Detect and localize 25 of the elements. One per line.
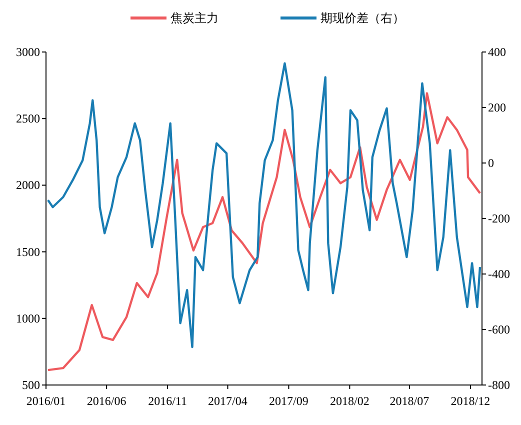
y2-tick-label: 0 [488,156,494,170]
x-tick-label: 2018/07 [390,394,430,408]
legend-label: 期现价差（右） [320,11,404,25]
x-tick-label: 2017/04 [208,394,248,408]
y-tick-label: 1000 [16,311,40,326]
y-tick-label: 2500 [16,112,40,126]
line-series [46,92,482,372]
y-tick-label: 2000 [16,178,40,192]
y2-tick-label: 200 [488,100,506,114]
y2-tick-label: -400 [488,267,510,281]
line-series [46,62,482,348]
x-tick-label: 2017/09 [269,394,308,408]
x-tick-label: 2016/06 [86,394,126,408]
x-tick-label: 2018/02 [330,394,370,408]
y-tick-label: 1500 [16,244,40,259]
x-tick-label: 2016/01 [26,394,66,408]
x-tick-label: 2018/12 [450,394,490,408]
y2-tick-label: -200 [488,212,510,226]
y2-tick-label: -600 [488,322,510,336]
y-tick-label: 3000 [16,45,40,59]
y2-tick-label: 400 [488,45,506,59]
y2-tick-label: -800 [488,378,510,392]
x-tick-label: 2016/11 [148,394,187,408]
y-tick-label: 500 [22,378,40,392]
legend-label: 焦炭主力 [170,11,218,25]
